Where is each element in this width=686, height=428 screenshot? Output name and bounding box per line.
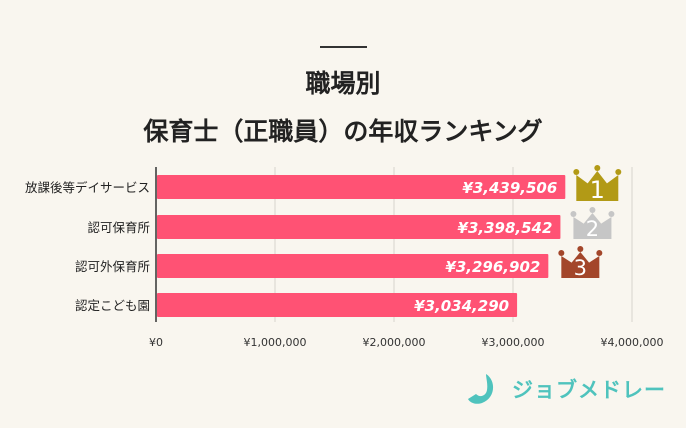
x-tick-label: ¥4,000,000 <box>601 336 664 349</box>
category-label: 放課後等デイサービス <box>25 180 150 195</box>
crown-jewel <box>608 211 615 217</box>
crown-jewel <box>596 250 603 256</box>
brand-logo-icon <box>468 374 494 404</box>
crown-icon <box>573 213 612 239</box>
data-label: ¥3,439,506 <box>462 179 557 197</box>
x-tick-label: ¥1,000,000 <box>244 336 307 349</box>
x-tick-label: ¥2,000,000 <box>363 336 426 349</box>
crown-icon <box>576 171 619 201</box>
crown-jewel <box>594 165 601 171</box>
category-label: 認可外保育所 <box>75 259 150 274</box>
crown-jewel <box>577 246 584 252</box>
crown-icon <box>561 252 600 278</box>
rank-number: 2 <box>586 217 599 241</box>
crown-jewel <box>615 169 622 175</box>
crown-jewel <box>570 211 577 217</box>
crown-jewel <box>589 207 596 213</box>
rank-number: 1 <box>590 176 605 204</box>
category-label: 認可保育所 <box>87 220 150 235</box>
data-label: ¥3,034,290 <box>414 297 509 315</box>
chart-title-line-2: 保育士（正職員）の年収ランキング <box>143 117 543 146</box>
x-tick-label: ¥3,000,000 <box>482 336 545 349</box>
bar <box>157 293 518 317</box>
brand-logo: ジョブメドレー <box>466 372 666 406</box>
bar <box>157 254 549 278</box>
bar <box>157 175 566 199</box>
x-tick-label: ¥0 <box>149 336 163 349</box>
data-label: ¥3,398,542 <box>458 219 553 237</box>
title-decoration-line <box>320 46 367 48</box>
bar <box>157 215 561 239</box>
crown-jewel <box>558 250 565 256</box>
data-label: ¥3,296,902 <box>445 258 540 276</box>
category-label: 認定こども園 <box>75 298 150 313</box>
chart-title-line-1: 職場別 <box>305 69 381 98</box>
crown-jewel <box>573 169 580 175</box>
brand-name: ジョブメドレー <box>512 378 666 402</box>
rank-number: 3 <box>574 256 587 280</box>
